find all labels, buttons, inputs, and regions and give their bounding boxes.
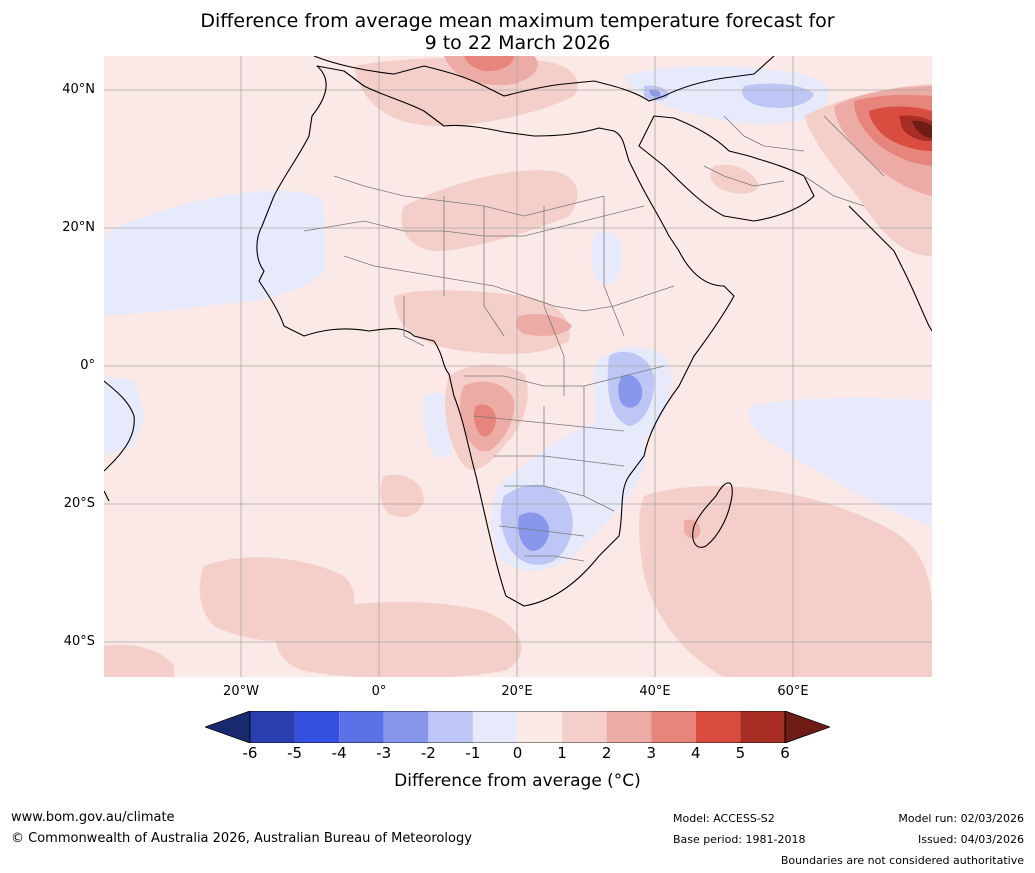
colorbar-tick-label: 4 xyxy=(691,744,701,762)
colorbar xyxy=(205,711,830,743)
lat-label-40n: 40°N xyxy=(62,82,95,97)
cool-zone-ethiopia xyxy=(591,231,623,285)
warm-zone-west-africa xyxy=(394,290,570,354)
cool-zone-west-atlantic xyxy=(104,376,144,456)
chart-title: Difference from average mean maximum tem… xyxy=(0,10,1035,54)
graticule xyxy=(104,56,932,677)
cool-zone-middle-east xyxy=(624,66,829,125)
colorbar-bin xyxy=(562,711,607,743)
colorbar-extension-low xyxy=(205,711,251,743)
colorbar-bin xyxy=(294,711,340,743)
footer-model-run: Model run: 02/03/2026 xyxy=(898,812,1024,825)
colorbar-bin xyxy=(339,711,384,743)
warm-max-india xyxy=(912,120,932,138)
colorbar-tick-label: -4 xyxy=(331,744,347,762)
colorbar-bin xyxy=(472,711,518,743)
footer-copyright: © Commonwealth of Australia 2026, Austra… xyxy=(11,831,472,846)
title-line-1: Difference from average mean maximum tem… xyxy=(200,10,835,32)
colorbar-bin xyxy=(250,711,295,743)
colorbar-bin xyxy=(517,711,563,743)
warm-zone-south-atlantic-b xyxy=(275,601,522,677)
cool-zone-north-atlantic xyxy=(104,190,326,316)
colorbar-frame xyxy=(249,711,786,743)
colorbar-tick-label: -1 xyxy=(465,744,481,762)
colorbar-tick-label: 3 xyxy=(646,744,657,762)
brazil-coastline xyxy=(104,380,135,472)
lon-label-40e: 40°E xyxy=(639,684,671,699)
colorbar-title: Difference from average (°C) xyxy=(394,771,641,791)
cool-strong-east-africa xyxy=(618,374,643,408)
india-coastline xyxy=(848,205,932,332)
warm-zone-south-indian xyxy=(639,486,932,677)
colorbar-tick-label: 6 xyxy=(780,744,790,762)
lat-label-0: 0° xyxy=(80,358,95,373)
footer-url: www.bom.gov.au/climate xyxy=(11,810,175,825)
colorbar-bin xyxy=(740,711,785,743)
footer-disclaimer: Boundaries are not considered authoritat… xyxy=(780,854,1024,867)
coastlines xyxy=(104,56,932,607)
warm-moderate-central-africa xyxy=(515,314,572,336)
colorbar-tick-label: 5 xyxy=(735,744,746,762)
colorbar-extension-high xyxy=(784,711,830,743)
colorbar-bin xyxy=(695,711,741,743)
colorbar-bin xyxy=(428,711,473,743)
colorbar-tick-label: 2 xyxy=(601,744,612,762)
footer-issued: Issued: 04/03/2026 xyxy=(917,833,1024,846)
lat-label-20n: 20°N xyxy=(62,220,95,235)
lon-label-60e: 60°E xyxy=(777,684,809,699)
colorbar-tick-label: -5 xyxy=(287,744,303,762)
lon-label-0: 0° xyxy=(371,684,387,699)
arabia-coastline xyxy=(638,115,815,222)
colorbar-tick-label: -3 xyxy=(376,744,392,762)
warm-strong-mediterranean xyxy=(464,56,514,72)
footer-model: Model: ACCESS-S2 xyxy=(673,812,775,825)
cool-zone-indian-ocean xyxy=(748,397,932,526)
cool-strong-southern-africa xyxy=(518,512,550,551)
africa-coastline xyxy=(256,65,735,607)
colorbar-tick-label: -2 xyxy=(420,744,436,762)
colorbar-bin xyxy=(606,711,652,743)
warm-zone-southwest xyxy=(104,644,174,677)
brazil-south-coastline xyxy=(104,490,110,502)
colorbar-tick-label: 1 xyxy=(557,744,567,762)
title-line-2: 9 to 22 March 2026 xyxy=(424,32,611,54)
warm-zone-south-atlantic-c xyxy=(380,474,424,518)
lat-label-40s: 40°S xyxy=(63,634,95,649)
lon-label-20e: 20°E xyxy=(501,684,533,699)
madagascar-coastline xyxy=(692,482,733,548)
country-borders xyxy=(303,115,885,562)
footer-base-period: Base period: 1981-2018 xyxy=(673,833,806,846)
colorbar-tick-label: -6 xyxy=(242,744,258,762)
colorbar-tick-label: 0 xyxy=(512,744,523,762)
anomaly-map xyxy=(104,56,932,677)
europe-coastline xyxy=(313,56,775,102)
lon-label-20w: 20°W xyxy=(223,684,259,699)
colorbar-bin xyxy=(651,711,696,743)
warm-moderate-madagascar xyxy=(684,519,701,539)
lat-label-20s: 20°S xyxy=(63,496,95,511)
colorbar-bin xyxy=(383,711,429,743)
warm-strong-congo xyxy=(473,404,496,437)
